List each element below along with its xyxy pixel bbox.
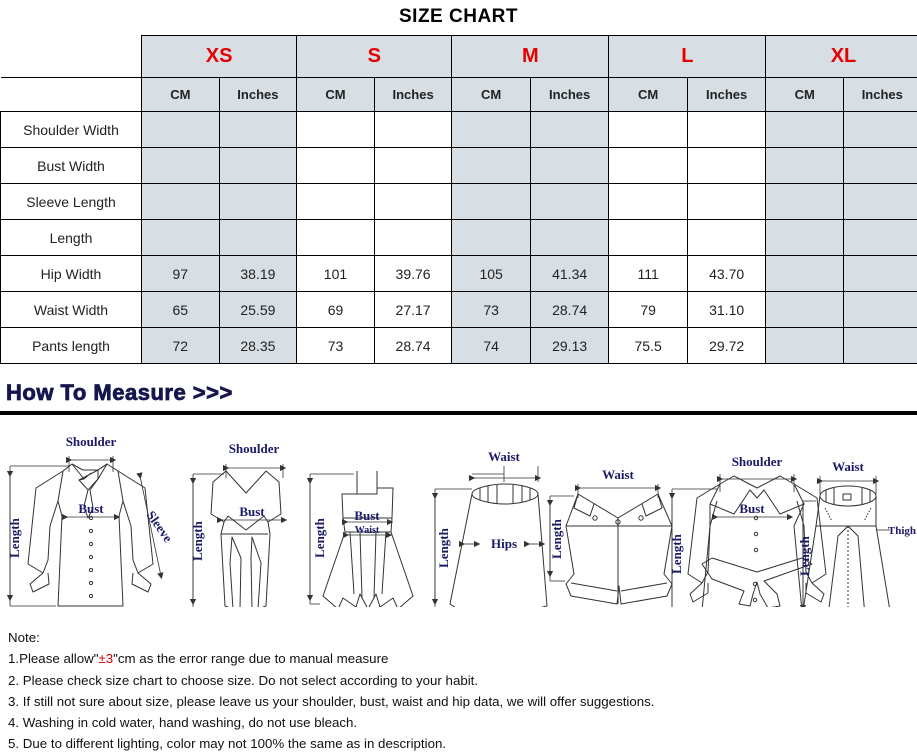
svg-text:Hips: Hips	[491, 536, 517, 551]
svg-text:Length: Length	[436, 527, 451, 568]
svg-text:Waist: Waist	[602, 467, 634, 482]
svg-text:Waist: Waist	[832, 459, 864, 474]
svg-text:Bust: Bust	[78, 501, 104, 516]
svg-text:Length: Length	[797, 535, 812, 576]
svg-text:Shoulder: Shoulder	[66, 434, 117, 449]
svg-text:Thigh: Thigh	[888, 525, 916, 537]
svg-text:Length: Length	[549, 518, 564, 559]
svg-text:Sleeve: Sleeve	[144, 508, 176, 545]
svg-text:Length: Length	[312, 517, 327, 558]
svg-text:Shoulder: Shoulder	[229, 441, 280, 456]
svg-text:Length: Length	[7, 517, 22, 558]
svg-text:Bust: Bust	[239, 504, 265, 519]
svg-text:Waist: Waist	[355, 525, 380, 536]
svg-text:Waist: Waist	[488, 449, 520, 464]
svg-text:Bust: Bust	[354, 508, 380, 523]
svg-text:Length: Length	[190, 520, 205, 561]
svg-text:Shoulder: Shoulder	[732, 454, 783, 469]
svg-text:Length: Length	[669, 533, 684, 574]
svg-text:Bust: Bust	[739, 501, 765, 516]
